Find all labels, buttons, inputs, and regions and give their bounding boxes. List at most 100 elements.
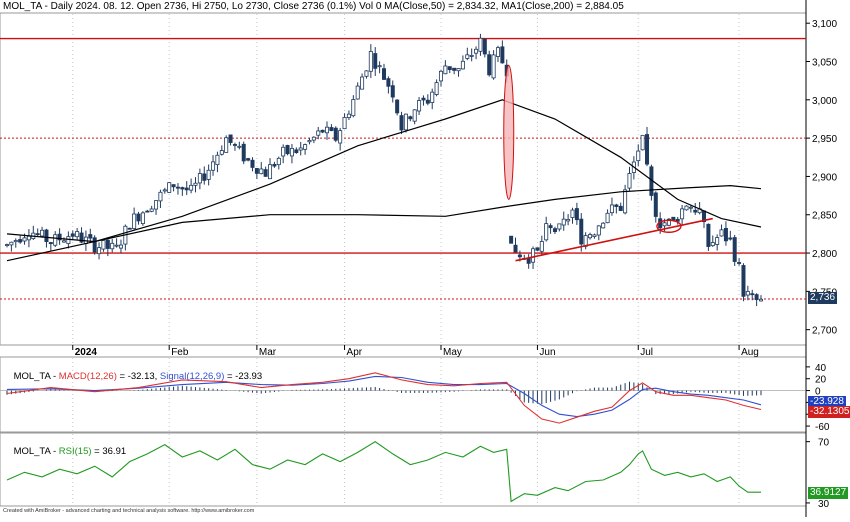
- candle-body: [381, 68, 386, 80]
- candle-body: [167, 182, 172, 193]
- candle: [31, 225, 36, 241]
- candle-body: [298, 147, 303, 151]
- candle: [92, 235, 97, 255]
- ma200-line: [6, 184, 762, 262]
- candle-body: [88, 234, 93, 239]
- candle-body: [171, 184, 176, 188]
- candle: [219, 145, 224, 156]
- candle-body: [750, 293, 755, 296]
- candle: [509, 235, 514, 244]
- candle-body: [487, 54, 492, 76]
- circle-marker: [656, 219, 682, 233]
- candle: [377, 61, 382, 74]
- candle-body: [728, 237, 733, 240]
- candle-body: [377, 65, 382, 68]
- candle: [307, 137, 312, 145]
- candle-body: [246, 158, 251, 161]
- candle: [44, 228, 49, 248]
- candle: [48, 241, 53, 251]
- candle-body: [189, 184, 194, 191]
- candle: [241, 141, 246, 165]
- candle-body: [517, 254, 522, 258]
- candle-body: [605, 212, 610, 224]
- candle-body: [57, 233, 62, 241]
- candle-body: [596, 225, 601, 236]
- candle-body: [294, 149, 299, 154]
- macd-tick-label: -60: [815, 422, 830, 433]
- candle: [417, 97, 422, 115]
- candle-body: [268, 164, 273, 180]
- candle: [759, 295, 764, 302]
- ma200-label: MA1(Close,200) = 2,884.05: [501, 1, 624, 12]
- candle: [412, 109, 417, 125]
- candle-body: [732, 237, 737, 262]
- y-tick-label: 2,700: [812, 326, 837, 337]
- candle: [329, 124, 334, 132]
- candle-body: [557, 223, 562, 230]
- candle: [202, 166, 207, 185]
- candle-body: [289, 148, 294, 157]
- candle-body: [175, 186, 180, 189]
- candle-body: [285, 145, 290, 155]
- candle: [154, 200, 159, 215]
- candle: [311, 136, 316, 144]
- candle-body: [552, 228, 557, 233]
- candle: [342, 113, 347, 130]
- candle-body: [474, 48, 479, 54]
- candle: [294, 147, 299, 154]
- candle-body: [491, 54, 496, 79]
- candle-body: [118, 244, 123, 249]
- candle: [482, 38, 487, 58]
- candle-body: [688, 206, 693, 209]
- rsi-tick-label: 30: [818, 499, 830, 510]
- candle-body: [281, 146, 286, 157]
- candle: [434, 79, 439, 97]
- candle: [289, 143, 294, 164]
- candle-body: [237, 145, 242, 148]
- macd-line: [6, 372, 762, 424]
- candle: [627, 166, 632, 191]
- x-tick-label: Jul: [640, 347, 653, 358]
- candle: [368, 44, 373, 78]
- candle: [719, 224, 724, 237]
- candle-body: [509, 235, 514, 244]
- candle-body: [561, 218, 566, 226]
- candle: [605, 209, 610, 224]
- candle-body: [408, 116, 413, 120]
- candle-body: [180, 187, 185, 190]
- candle: [649, 164, 654, 201]
- candle-body: [579, 218, 584, 245]
- candle-body: [627, 173, 632, 189]
- candle-body: [469, 55, 474, 57]
- candle: [373, 47, 378, 76]
- candle: [381, 63, 386, 80]
- candle: [557, 223, 562, 232]
- candle-body: [482, 38, 487, 55]
- candle-body: [601, 222, 606, 229]
- y-tick-label: 2,850: [812, 211, 837, 222]
- candle: [456, 68, 461, 77]
- candle-body: [539, 241, 544, 252]
- candle: [723, 221, 728, 246]
- candle: [268, 158, 273, 180]
- candle-body: [101, 240, 106, 250]
- candle: [561, 211, 566, 231]
- signal-label: Signal(12,26,9): [159, 371, 225, 382]
- candle: [263, 166, 268, 177]
- candle: [162, 187, 167, 194]
- candle: [574, 202, 579, 225]
- x-tick-label: Mar: [259, 347, 277, 358]
- candle: [197, 168, 202, 190]
- candle-body: [311, 136, 316, 141]
- candle: [741, 263, 746, 302]
- candle-body: [574, 208, 579, 221]
- candle: [710, 235, 715, 247]
- candle: [316, 126, 321, 140]
- candle: [149, 205, 154, 213]
- candle-body: [40, 229, 45, 237]
- candle: [180, 186, 185, 196]
- macd-tick-label: 20: [815, 375, 827, 386]
- candle: [430, 88, 435, 110]
- candle-body: [140, 212, 145, 224]
